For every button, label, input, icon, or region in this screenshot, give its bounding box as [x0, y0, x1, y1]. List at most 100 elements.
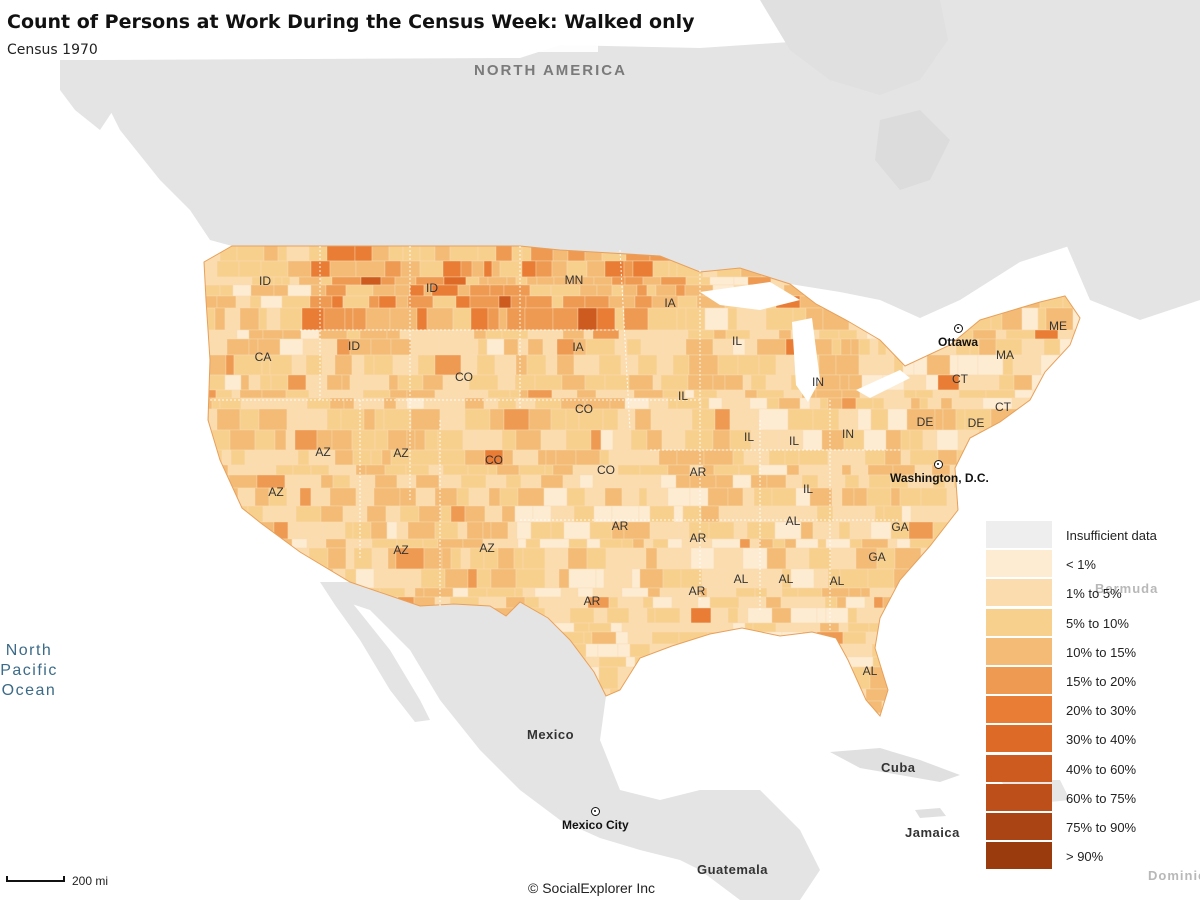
- county-cell[interactable]: [632, 666, 646, 690]
- county-cell[interactable]: [226, 338, 250, 356]
- county-cell[interactable]: [395, 295, 409, 309]
- county-cell[interactable]: [854, 643, 873, 658]
- county-cell[interactable]: [652, 538, 669, 549]
- county-cell[interactable]: [755, 688, 786, 702]
- county-cell[interactable]: [621, 487, 640, 507]
- county-cell[interactable]: [1001, 307, 1023, 331]
- county-cell[interactable]: [645, 547, 658, 570]
- county-cell[interactable]: [852, 449, 866, 466]
- county-cell[interactable]: [437, 538, 464, 549]
- county-cell[interactable]: [920, 656, 936, 668]
- county-cell[interactable]: [902, 688, 912, 702]
- county-cell[interactable]: [518, 464, 546, 476]
- county-cell[interactable]: [903, 389, 917, 399]
- county-cell[interactable]: [286, 622, 314, 633]
- county-cell[interactable]: [990, 505, 1015, 523]
- county-cell[interactable]: [1016, 429, 1046, 451]
- county-cell[interactable]: [1014, 389, 1034, 399]
- county-cell[interactable]: [1049, 464, 1066, 476]
- county-cell[interactable]: [545, 449, 557, 466]
- county-cell[interactable]: [225, 354, 235, 376]
- county-cell[interactable]: [539, 538, 570, 549]
- county-cell[interactable]: [200, 354, 227, 376]
- county-cell[interactable]: [452, 307, 472, 331]
- county-cell[interactable]: [1024, 284, 1050, 297]
- county-cell[interactable]: [239, 389, 263, 399]
- county-cell[interactable]: [462, 429, 476, 451]
- county-cell[interactable]: [200, 338, 228, 356]
- county-cell[interactable]: [488, 487, 501, 507]
- county-cell[interactable]: [713, 329, 727, 340]
- county-cell[interactable]: [200, 505, 227, 523]
- county-cell[interactable]: [772, 538, 786, 549]
- county-cell[interactable]: [1016, 474, 1029, 489]
- county-cell[interactable]: [289, 276, 300, 286]
- county-cell[interactable]: [586, 260, 606, 278]
- county-cell[interactable]: [434, 246, 451, 262]
- county-cell[interactable]: [432, 295, 457, 309]
- county-cell[interactable]: [951, 397, 963, 410]
- county-cell[interactable]: [849, 538, 863, 549]
- county-cell[interactable]: [617, 408, 636, 431]
- county-cell[interactable]: [937, 666, 953, 690]
- county-cell[interactable]: [650, 408, 673, 431]
- county-cell[interactable]: [710, 700, 725, 714]
- county-cell[interactable]: [675, 284, 686, 297]
- county-cell[interactable]: [804, 596, 826, 609]
- county-cell[interactable]: [297, 449, 310, 466]
- county-cell[interactable]: [234, 712, 261, 733]
- county-cell[interactable]: [483, 260, 493, 278]
- county-cell[interactable]: [214, 307, 226, 331]
- county-cell[interactable]: [599, 538, 623, 549]
- county-cell[interactable]: [351, 429, 376, 451]
- county-cell[interactable]: [468, 374, 499, 391]
- county-cell[interactable]: [870, 521, 892, 540]
- county-cell[interactable]: [593, 276, 613, 286]
- county-cell[interactable]: [250, 666, 260, 690]
- county-cell[interactable]: [817, 474, 846, 489]
- county-cell[interactable]: [330, 631, 349, 645]
- county-cell[interactable]: [423, 329, 450, 340]
- county-cell[interactable]: [858, 338, 871, 356]
- county-cell[interactable]: [928, 622, 957, 633]
- county-cell[interactable]: [1047, 408, 1059, 431]
- county-cell[interactable]: [441, 547, 452, 570]
- county-cell[interactable]: [230, 656, 257, 668]
- county-cell[interactable]: [793, 656, 822, 668]
- county-cell[interactable]: [310, 464, 330, 476]
- county-cell[interactable]: [687, 329, 715, 340]
- county-cell[interactable]: [865, 631, 881, 645]
- county-cell[interactable]: [911, 596, 924, 609]
- county-cell[interactable]: [690, 547, 715, 570]
- county-cell[interactable]: [269, 449, 299, 466]
- county-cell[interactable]: [1058, 389, 1078, 399]
- county-cell[interactable]: [949, 547, 977, 570]
- county-cell[interactable]: [303, 587, 316, 598]
- county-cell[interactable]: [384, 260, 402, 278]
- county-cell[interactable]: [626, 338, 642, 356]
- county-cell[interactable]: [621, 538, 634, 549]
- county-cell[interactable]: [353, 666, 367, 690]
- county-cell[interactable]: [353, 547, 373, 570]
- county-cell[interactable]: [708, 521, 735, 540]
- county-cell[interactable]: [1045, 397, 1072, 410]
- county-cell[interactable]: [231, 276, 253, 286]
- county-cell[interactable]: [220, 656, 232, 668]
- county-cell[interactable]: [920, 631, 933, 645]
- county-cell[interactable]: [1062, 295, 1090, 309]
- county-cell[interactable]: [490, 568, 517, 589]
- county-cell[interactable]: [735, 587, 756, 598]
- county-cell[interactable]: [934, 656, 954, 668]
- county-cell[interactable]: [611, 276, 626, 286]
- county-cell[interactable]: [888, 688, 904, 702]
- county-cell[interactable]: [240, 374, 250, 391]
- county-cell[interactable]: [505, 474, 522, 489]
- county-cell[interactable]: [709, 276, 735, 286]
- county-cell[interactable]: [235, 295, 251, 309]
- county-cell[interactable]: [600, 429, 614, 451]
- county-cell[interactable]: [355, 464, 367, 476]
- county-cell[interactable]: [758, 538, 774, 549]
- county-cell[interactable]: [509, 389, 521, 399]
- county-cell[interactable]: [752, 568, 783, 589]
- county-cell[interactable]: [306, 538, 327, 549]
